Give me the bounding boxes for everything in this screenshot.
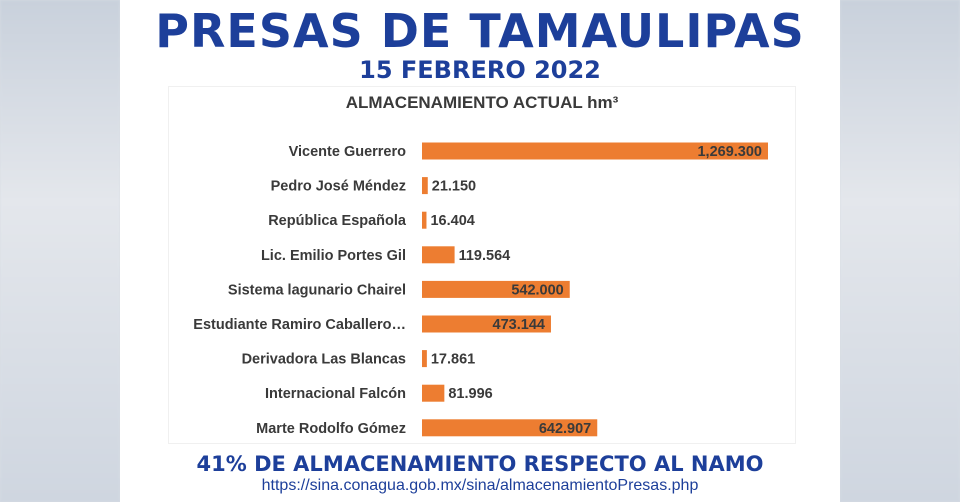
bar: [422, 280, 570, 298]
category-label: Sistema lagunario Chairel: [228, 282, 406, 298]
infographic-card: PRESAS DE TAMAULIPAS 15 FEBRERO 2022 Vic…: [120, 0, 840, 502]
category-label: Vicente Guerrero: [289, 144, 407, 160]
background-right: [840, 0, 960, 502]
page-title: PRESAS DE TAMAULIPAS: [155, 4, 805, 58]
category-label: Estudiante Ramiro Caballero…: [193, 317, 406, 333]
data-label: 1,269.300: [697, 144, 762, 160]
bar: [422, 177, 428, 195]
data-label: 642.907: [539, 421, 591, 437]
bar: [422, 384, 445, 402]
data-label: 17.861: [431, 352, 475, 368]
data-label: 81.996: [448, 386, 492, 402]
bar: [422, 246, 455, 264]
bar: [422, 211, 427, 229]
source-link[interactable]: https://sina.conagua.gob.mx/sina/almacen…: [261, 477, 699, 494]
chart-title: ALMACENAMIENTO ACTUAL hm³: [345, 93, 619, 112]
bar-chart: Vicente Guerrero 1,269.300 Pedro José Ménd…: [168, 86, 796, 444]
category-label: República Española: [268, 213, 407, 229]
category-label: Derivadora Las Blancas: [242, 352, 406, 368]
chart-svg: Vicente Guerrero 1,269.300 Pedro José Ménd…: [193, 142, 768, 437]
date-subtitle: 15 FEBRERO 2022: [359, 56, 601, 84]
category-label: Pedro José Méndez: [271, 179, 406, 195]
bar: [422, 350, 427, 368]
category-label: Lic. Emilio Portes Gil: [261, 248, 406, 264]
bar: [422, 315, 551, 333]
data-label: 119.564: [459, 248, 511, 264]
storage-summary: 41% DE ALMACENAMIENTO RESPECTO AL NAMO: [196, 452, 764, 476]
bar: [422, 419, 598, 437]
bar: [422, 142, 768, 160]
category-label: Internacional Falcón: [265, 386, 406, 402]
category-label: Marte Rodolfo Gómez: [256, 421, 406, 437]
data-label: 21.150: [432, 179, 476, 195]
data-label: 473.144: [493, 317, 545, 333]
data-label: 16.404: [430, 213, 474, 229]
data-label: 542.000: [511, 282, 563, 298]
background-left: [0, 0, 120, 502]
